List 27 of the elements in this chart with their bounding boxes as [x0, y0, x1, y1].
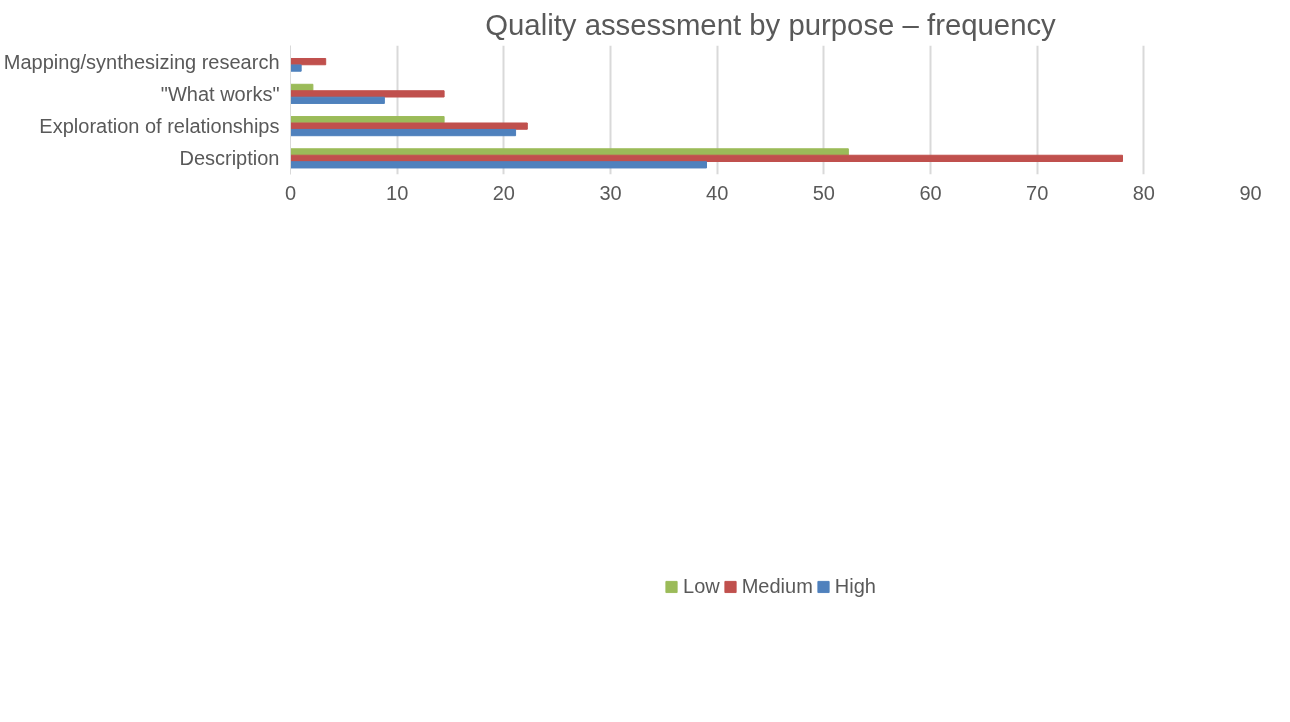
- bar: [290, 148, 849, 156]
- x-tick-label: 10: [386, 181, 409, 204]
- bar: [290, 154, 1123, 162]
- chart-title: Quality assessment by purpose – frequency: [485, 7, 1057, 41]
- bar: [290, 64, 302, 72]
- x-tick-label: 0: [284, 181, 297, 204]
- x-tick-label: 20: [492, 181, 515, 204]
- bar: [290, 128, 517, 137]
- bar: [290, 96, 385, 104]
- legend-label: Low: [683, 574, 720, 598]
- x-tick-label: 30: [599, 181, 622, 204]
- x-tick-label: 60: [919, 181, 942, 204]
- x-tick-label: 80: [1132, 181, 1155, 204]
- y-tick-label: "What works": [160, 82, 280, 105]
- bar: [290, 58, 327, 66]
- y-tick-label: Exploration of relationships: [39, 115, 280, 138]
- legend-label: High: [834, 574, 876, 598]
- x-tick-label: 90: [1239, 181, 1262, 204]
- x-tick-label: 70: [1026, 181, 1049, 204]
- y-tick-label: Description: [179, 147, 280, 170]
- legend-label: Medium: [741, 574, 813, 598]
- bar: [290, 90, 445, 98]
- x-tick-label: 50: [812, 181, 835, 204]
- y-tick-label: Mapping/synthesizing research: [3, 50, 280, 73]
- bar: [290, 161, 707, 169]
- bar: [290, 122, 528, 130]
- x-tick-label: 40: [706, 181, 729, 204]
